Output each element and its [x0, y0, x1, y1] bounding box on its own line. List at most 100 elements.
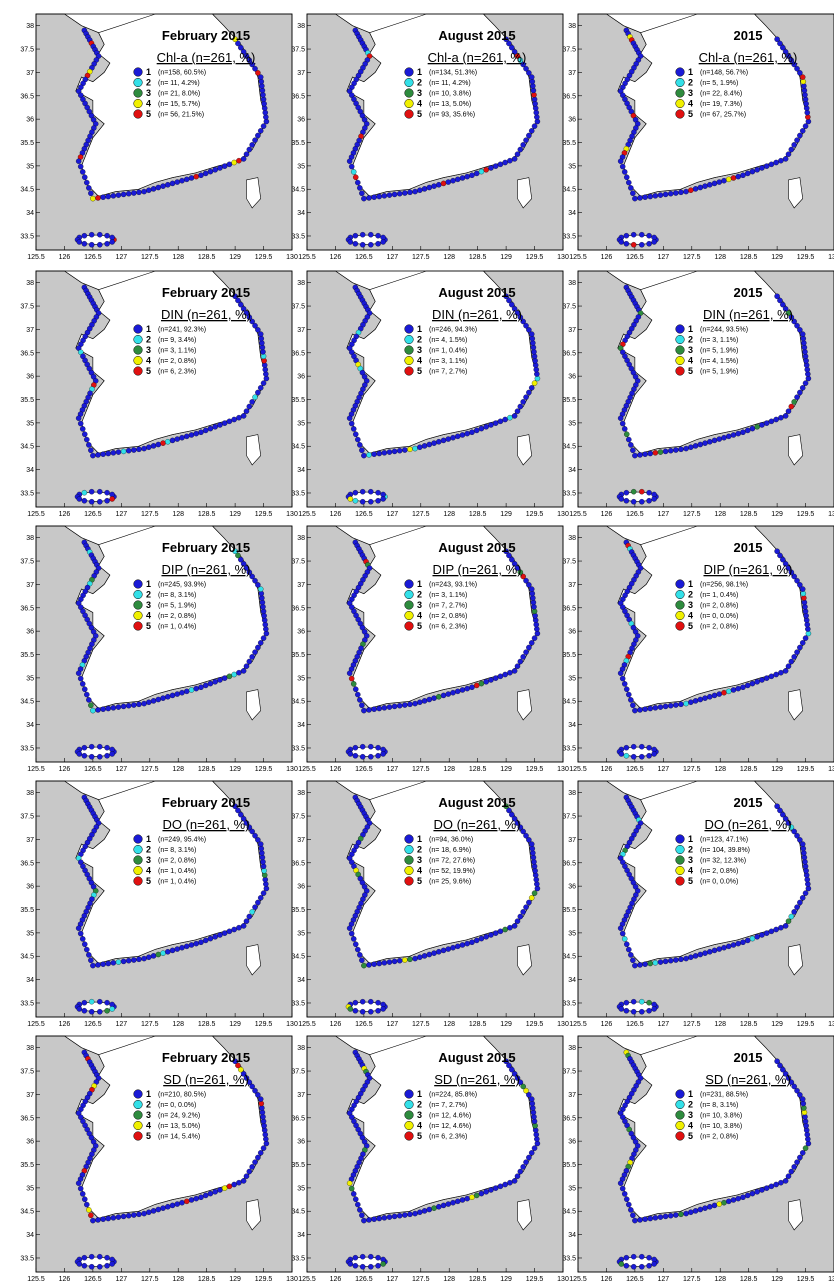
station-dot [794, 137, 800, 143]
station-dot [514, 310, 521, 316]
station-dot [528, 586, 535, 592]
station-dot [488, 1187, 494, 1193]
station-dot [502, 926, 508, 933]
station-dot [483, 1189, 489, 1195]
station-dot [502, 159, 508, 166]
station-dot [673, 1212, 679, 1218]
station-dot [509, 44, 515, 51]
station-dot [782, 306, 789, 312]
y-tick-label: 33.5 [562, 233, 576, 240]
station-dot [391, 1213, 398, 1220]
station-dot [179, 944, 185, 951]
map-frame [306, 1035, 564, 1273]
station-dot [146, 187, 152, 193]
y-tick-label: 33.5 [291, 490, 305, 497]
station-dot [353, 431, 359, 437]
station-dot [105, 1215, 111, 1222]
x-tick-label: 125.5 [298, 511, 316, 518]
station-dot [193, 1195, 199, 1202]
station-dot [488, 165, 494, 171]
station-dot [202, 937, 209, 944]
station-dot [386, 704, 393, 710]
legend-stat: (n= 10, 3.8%) [700, 1123, 742, 1130]
station-dot [235, 40, 241, 47]
station-dot [780, 44, 786, 51]
station-dot [785, 53, 792, 59]
station-dot [624, 1196, 630, 1202]
station-dot [692, 443, 699, 449]
station-dot [785, 820, 792, 826]
station-dot [759, 1187, 765, 1193]
station-dot [630, 488, 637, 495]
station-dot [426, 441, 433, 448]
station-dot [628, 1207, 634, 1213]
map-frame [306, 525, 564, 763]
x-tick-label: 127 [657, 1021, 669, 1028]
legend-swatch [675, 345, 685, 355]
legend: 1 (n=210, 80.5%)2 (n= 0, 0.0%)3 (n= 24, 9.2… [133, 1089, 206, 1141]
station-dot [84, 436, 90, 443]
station-dot [236, 157, 242, 164]
station-dot [238, 811, 244, 818]
station-dot [81, 999, 88, 1006]
station-dot [511, 668, 518, 674]
station-dot [799, 841, 806, 847]
x-tick-label: 128 [714, 254, 726, 261]
station-dot [136, 956, 142, 963]
legend-stat: (n= 12, 4.6%) [429, 1113, 471, 1120]
station-dot [207, 1190, 214, 1197]
legend: 1 (n=245, 93.9%)2 (n= 8, 3.1%)3 (n= 5, 1.9%… [133, 579, 206, 631]
station-dot [125, 702, 132, 709]
y-tick-label: 35 [26, 675, 34, 682]
legend-class: 5 [688, 621, 693, 631]
station-dot [647, 193, 653, 200]
station-dot [744, 682, 751, 689]
station-dot [84, 1201, 90, 1208]
station-dot [179, 689, 185, 696]
station-dot [503, 36, 509, 42]
station-dot [217, 422, 223, 428]
station-dot [97, 498, 103, 505]
legend-swatch [133, 1089, 143, 1099]
legend-swatch [675, 355, 685, 366]
station-dot [188, 1197, 195, 1203]
station-dot [469, 1194, 475, 1200]
y-tick-label: 36 [568, 1139, 576, 1146]
y-tick-label: 36.5 [20, 1115, 34, 1122]
legend-swatch [133, 355, 143, 366]
legend-stat: (n= 52, 19.9%) [429, 868, 475, 875]
legend-stat: (n= 19, 7.3%) [700, 101, 742, 108]
station-dot [445, 436, 452, 442]
station-dot [509, 301, 515, 308]
station-dot [240, 816, 247, 822]
station-dot [440, 180, 447, 187]
station-dot [375, 489, 381, 496]
panel-subtitle: DIP (n=261, %) [703, 562, 792, 577]
station-dot [221, 420, 228, 426]
station-dot [647, 450, 653, 457]
station-dot [184, 688, 190, 695]
y-tick-label: 33.5 [20, 745, 34, 752]
station-dot [506, 807, 512, 814]
station-dot [721, 177, 727, 184]
legend-stat: (n= 6, 2.3%) [429, 624, 467, 631]
station-dot [97, 231, 103, 238]
x-tick-label: 126.5 [84, 766, 102, 773]
legend-swatch [404, 865, 414, 876]
panel-title: 2015 [734, 1050, 763, 1065]
x-tick-label: 129 [771, 766, 783, 773]
station-dot [232, 293, 238, 299]
station-dot [777, 297, 783, 304]
station-dot [366, 1217, 372, 1223]
station-dot [440, 1202, 447, 1209]
station-dot [678, 956, 684, 963]
station-dot [240, 561, 247, 567]
station-dot [774, 293, 780, 299]
legend-swatch [675, 1099, 685, 1110]
legend-class: 1 [688, 579, 693, 589]
station-dot [368, 998, 374, 1005]
station-dot [507, 1179, 513, 1186]
station-dot [514, 565, 521, 571]
station-dot [396, 957, 403, 964]
